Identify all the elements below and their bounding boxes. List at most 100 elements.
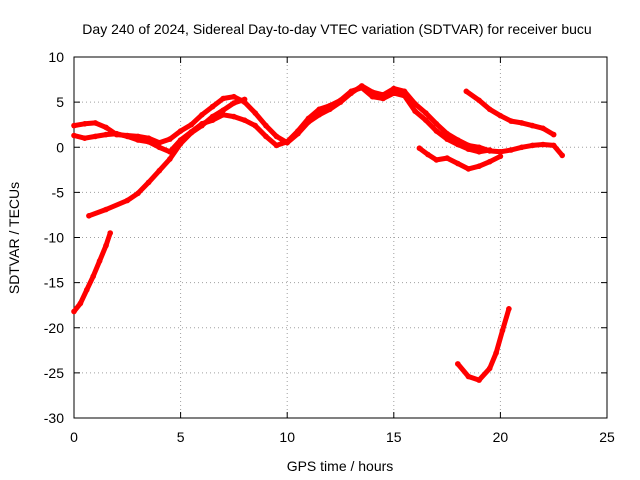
data-point <box>92 120 99 126</box>
y-tick-label: -15 <box>44 275 64 291</box>
data-point <box>540 125 546 132</box>
data-point <box>135 137 141 143</box>
data-point <box>391 85 397 92</box>
data-point <box>241 117 248 123</box>
data-point <box>455 160 461 167</box>
data-point <box>177 140 184 147</box>
x-tick-label: 25 <box>599 429 615 445</box>
x-tick-label: 20 <box>493 429 509 445</box>
data-point <box>188 130 195 136</box>
data-point <box>156 144 163 151</box>
data-point <box>167 156 173 162</box>
data-point <box>199 122 205 129</box>
x-tick-label: 5 <box>177 429 185 445</box>
data-point <box>476 377 482 383</box>
data-series <box>71 83 565 383</box>
data-point <box>231 100 237 106</box>
data-point <box>273 133 280 140</box>
data-point <box>156 167 163 174</box>
data-point <box>103 124 109 131</box>
y-tick-label: -10 <box>44 230 64 246</box>
data-point <box>177 128 184 134</box>
data-point <box>401 88 408 95</box>
data-point <box>71 308 77 315</box>
data-point <box>497 149 504 155</box>
data-point <box>486 158 493 165</box>
data-point <box>90 273 96 280</box>
data-point <box>518 144 525 151</box>
axis-ticks: 0 5 10 15 20 25 -30 -25 -20 -15 -10 -5 0 5 10 <box>44 49 615 445</box>
data-point <box>113 130 120 137</box>
data-point <box>423 110 429 116</box>
data-point <box>135 190 141 197</box>
data-point <box>416 145 423 151</box>
data-point <box>476 97 482 104</box>
data-point <box>550 131 557 138</box>
data-point <box>465 146 472 152</box>
data-point <box>369 93 376 100</box>
data-point <box>529 122 536 129</box>
data-point <box>220 107 226 113</box>
data-point <box>327 102 333 109</box>
data-point <box>145 139 152 145</box>
data-point <box>348 88 355 95</box>
y-tick-label: 0 <box>56 139 64 155</box>
data-point <box>433 121 440 127</box>
series-track-g <box>455 306 512 383</box>
x-tick-label: 15 <box>386 429 402 445</box>
y-tick-label: -5 <box>52 184 65 200</box>
data-point <box>508 147 514 153</box>
data-point <box>493 350 499 356</box>
series-track-b <box>71 85 493 155</box>
data-point <box>252 122 258 129</box>
grid <box>74 57 607 418</box>
data-point <box>476 163 482 169</box>
data-point <box>508 118 514 124</box>
data-point <box>107 230 113 236</box>
data-point <box>497 153 504 160</box>
data-point <box>284 139 291 145</box>
data-point <box>209 113 216 120</box>
data-point <box>476 149 482 155</box>
x-tick-label: 0 <box>70 429 78 445</box>
data-point <box>444 136 450 142</box>
data-point <box>486 365 493 372</box>
data-point <box>71 122 77 129</box>
data-point <box>550 142 557 149</box>
data-point <box>391 90 397 96</box>
data-point <box>188 121 195 128</box>
data-point <box>476 144 482 151</box>
data-point <box>529 142 536 149</box>
y-tick-label: -20 <box>44 320 64 336</box>
data-point <box>486 147 493 153</box>
data-point <box>433 128 440 134</box>
data-point <box>145 179 152 186</box>
data-point <box>92 133 99 140</box>
data-point <box>231 93 237 100</box>
data-point <box>241 96 248 103</box>
y-tick-label: -25 <box>44 365 64 381</box>
data-point <box>444 155 450 161</box>
data-point <box>77 300 84 307</box>
data-point <box>305 115 312 122</box>
data-point <box>71 132 77 139</box>
data-point <box>220 95 226 102</box>
data-point <box>359 84 365 91</box>
data-point <box>103 131 109 138</box>
data-point <box>103 206 109 213</box>
data-point <box>263 133 269 140</box>
data-point <box>209 103 216 110</box>
data-point <box>518 120 525 126</box>
data-point <box>455 361 461 367</box>
data-point <box>295 128 301 134</box>
data-point <box>425 151 431 158</box>
data-point <box>96 258 103 264</box>
data-point <box>499 327 506 334</box>
data-point <box>506 306 512 312</box>
data-point <box>316 106 323 113</box>
data-point <box>124 133 131 140</box>
data-point <box>167 136 173 142</box>
data-point <box>423 117 429 123</box>
data-point <box>486 106 493 113</box>
